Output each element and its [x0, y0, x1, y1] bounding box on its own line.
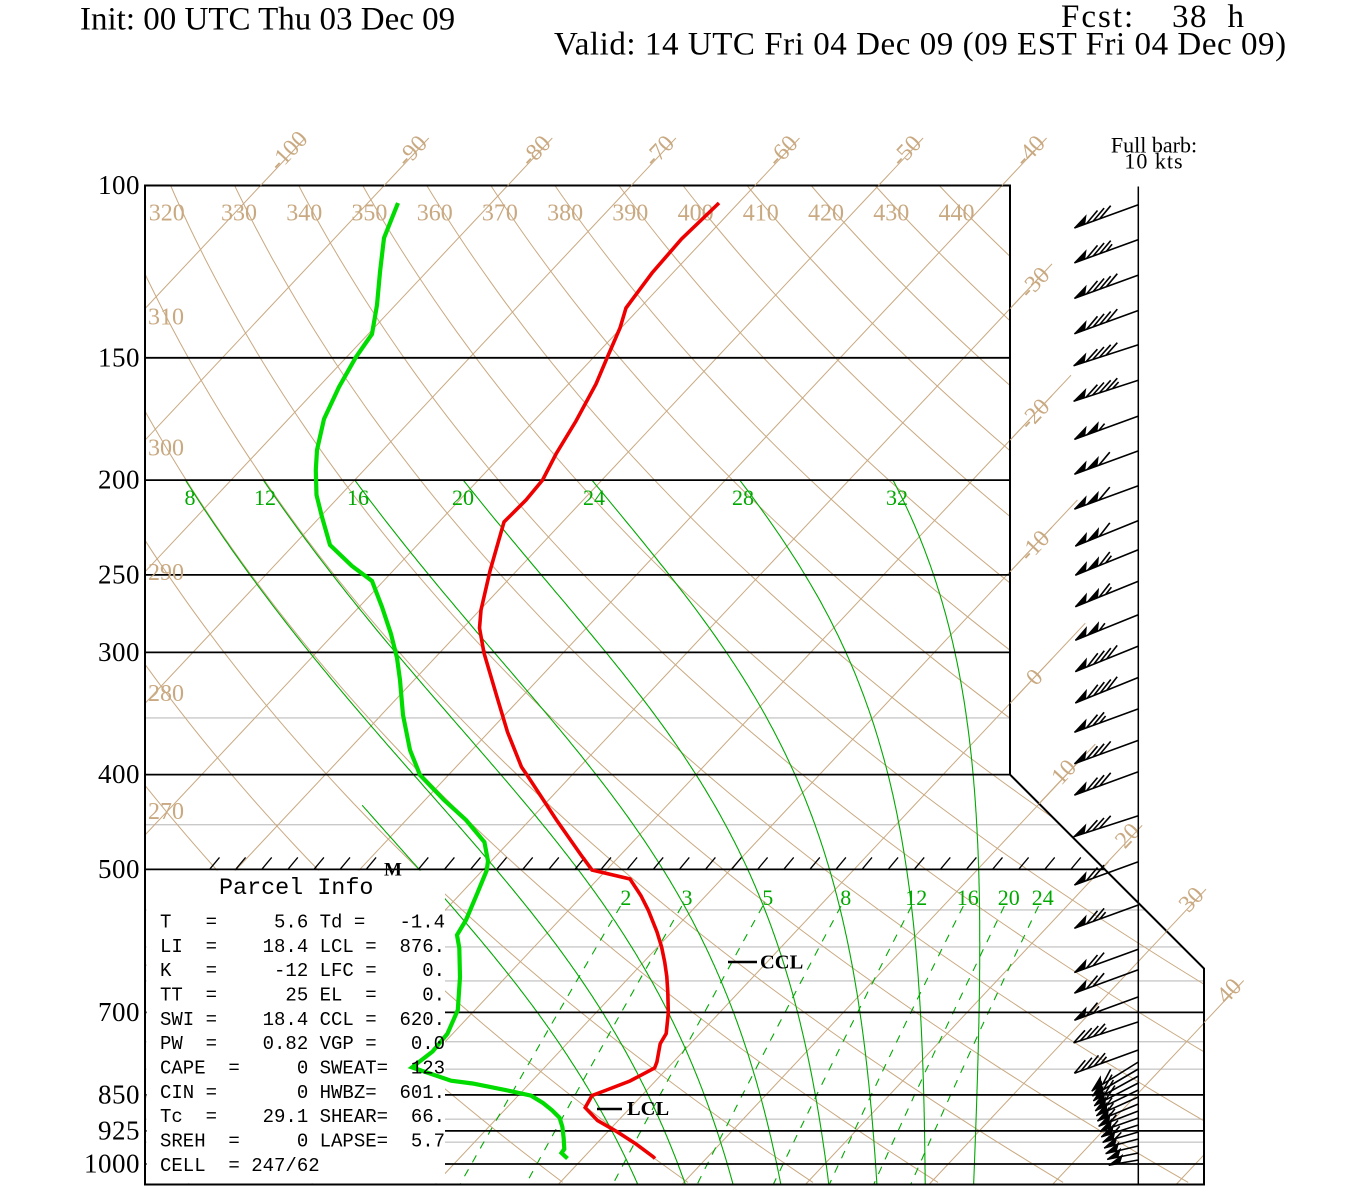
svg-text:28: 28 [732, 485, 754, 510]
svg-text:SREH = 0 LAPSE= 5.7: SREH = 0 LAPSE= 5.7 [160, 1131, 445, 1153]
svg-text:24: 24 [583, 485, 605, 510]
svg-text:320: 320 [149, 201, 185, 227]
svg-text:380: 380 [547, 201, 583, 227]
svg-text:290: 290 [148, 560, 184, 586]
svg-text:20: 20 [452, 485, 474, 510]
svg-text:16: 16 [957, 885, 979, 910]
svg-text:8: 8 [185, 485, 196, 510]
svg-text:CELL = 247/62: CELL = 247/62 [160, 1155, 320, 1177]
svg-text:330: 330 [221, 201, 257, 227]
svg-text:10 kts: 10 kts [1124, 149, 1183, 174]
svg-text:270: 270 [148, 799, 184, 825]
svg-text:410: 410 [743, 201, 779, 227]
svg-text:12: 12 [905, 885, 927, 910]
svg-text:T = 5.6 Td = -1.4: T = 5.6 Td = -1.4 [160, 911, 445, 933]
svg-text:310: 310 [148, 304, 184, 330]
svg-text:400: 400 [98, 759, 140, 789]
svg-text:850: 850 [98, 1079, 140, 1109]
svg-text:TT = 25 EL = 0.: TT = 25 EL = 0. [160, 985, 445, 1007]
svg-text:K = -12 LFC = 0.: K = -12 LFC = 0. [160, 960, 445, 982]
svg-text:38 h: 38 h [1172, 0, 1246, 35]
svg-text:5: 5 [762, 885, 773, 910]
svg-text:340: 340 [286, 201, 322, 227]
svg-text:Tc = 29.1 SHEAR= 66.: Tc = 29.1 SHEAR= 66. [160, 1106, 445, 1128]
svg-text:500: 500 [98, 854, 140, 884]
svg-text:Full barb:: Full barb: [1111, 133, 1197, 158]
svg-text:200: 200 [98, 465, 140, 495]
svg-text:Parcel Info: Parcel Info [219, 876, 373, 902]
svg-text:300: 300 [98, 637, 140, 667]
svg-text:350: 350 [351, 201, 387, 227]
svg-text:420: 420 [808, 201, 844, 227]
svg-text:8: 8 [840, 885, 851, 910]
svg-text:150: 150 [98, 342, 140, 372]
svg-text:16: 16 [347, 485, 369, 510]
svg-text:20: 20 [998, 885, 1020, 910]
svg-text:CIN = 0 HWBZ= 601.: CIN = 0 HWBZ= 601. [160, 1082, 445, 1104]
svg-text:700: 700 [98, 997, 140, 1027]
svg-text:1000: 1000 [84, 1149, 140, 1179]
svg-text:300: 300 [148, 435, 184, 461]
svg-text:CAPE = 0 SWEAT= 123: CAPE = 0 SWEAT= 123 [160, 1058, 445, 1080]
svg-text:LCL: LCL [627, 1098, 669, 1120]
svg-text:430: 430 [873, 201, 909, 227]
svg-text:3: 3 [682, 885, 693, 910]
svg-text:M: M [384, 859, 402, 880]
svg-text:LI = 18.4 LCL = 876.: LI = 18.4 LCL = 876. [160, 936, 445, 958]
svg-text:2: 2 [620, 885, 631, 910]
svg-text:Valid: 14 UTC Fri 04 Dec 09 (0: Valid: 14 UTC Fri 04 Dec 09 (09 EST Fri … [554, 27, 1287, 63]
svg-text:370: 370 [482, 201, 518, 227]
svg-text:CCL: CCL [760, 952, 803, 974]
svg-text:360: 360 [417, 201, 453, 227]
svg-text:925: 925 [98, 1115, 140, 1145]
svg-text:32: 32 [886, 485, 908, 510]
svg-text:250: 250 [98, 559, 140, 589]
svg-text:Init: 00 UTC Thu 03 Dec 09: Init: 00 UTC Thu 03 Dec 09 [80, 2, 455, 38]
svg-text:390: 390 [612, 201, 648, 227]
svg-text:280: 280 [148, 681, 184, 707]
svg-text:PW = 0.82 VGP = 0.0: PW = 0.82 VGP = 0.0 [160, 1033, 445, 1055]
svg-text:100: 100 [98, 170, 140, 200]
svg-text:Fcst:: Fcst: [1061, 0, 1135, 35]
svg-text:12: 12 [254, 485, 276, 510]
svg-text:SWI = 18.4 CCL = 620.: SWI = 18.4 CCL = 620. [160, 1009, 445, 1031]
svg-text:440: 440 [939, 201, 975, 227]
svg-text:24: 24 [1032, 885, 1054, 910]
